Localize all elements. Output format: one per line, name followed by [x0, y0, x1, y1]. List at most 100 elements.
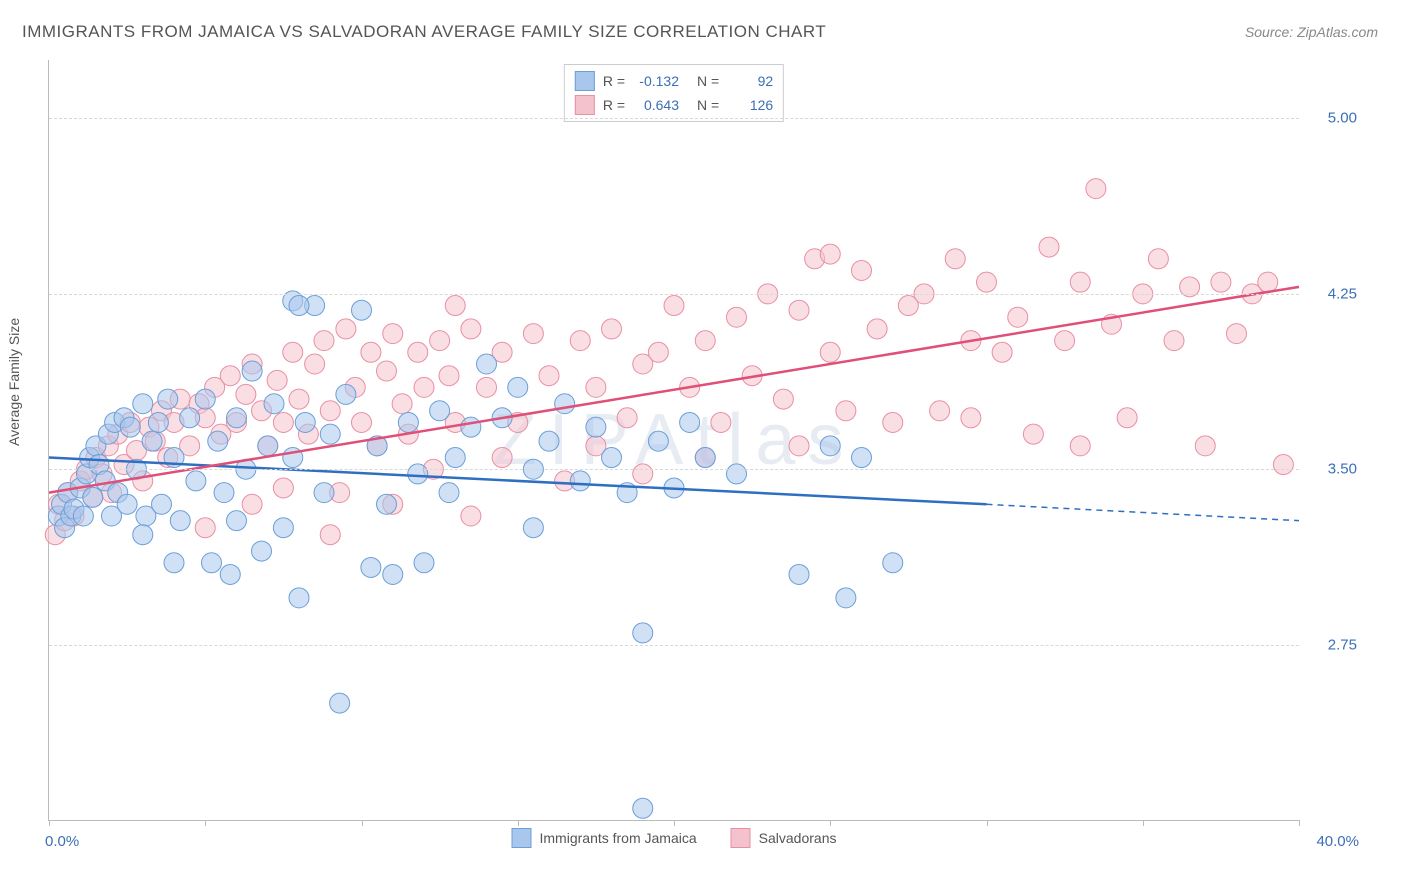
scatter-point	[602, 448, 622, 468]
grid-line	[49, 118, 1299, 119]
grid-line	[49, 294, 1299, 295]
series-legend: Immigrants from Jamaica Salvadorans	[512, 828, 837, 848]
scatter-point	[352, 300, 372, 320]
scatter-point	[242, 361, 262, 381]
scatter-point	[320, 424, 340, 444]
scatter-point	[930, 401, 950, 421]
scatter-point	[820, 436, 840, 456]
scatter-point	[361, 557, 381, 577]
scatter-point	[992, 342, 1012, 362]
scatter-point	[445, 296, 465, 316]
scatter-point	[383, 324, 403, 344]
scatter-point	[633, 464, 653, 484]
scatter-point	[314, 483, 334, 503]
scatter-point	[289, 588, 309, 608]
scatter-point	[314, 331, 334, 351]
legend-label-salvadoran: Salvadorans	[759, 830, 837, 846]
scatter-point	[242, 494, 262, 514]
scatter-point	[1258, 272, 1278, 292]
scatter-point	[120, 417, 140, 437]
scatter-point	[195, 518, 215, 538]
scatter-point	[867, 319, 887, 339]
scatter-point	[836, 401, 856, 421]
x-tick	[674, 820, 675, 826]
x-tick	[1299, 820, 1300, 826]
scatter-point	[214, 483, 234, 503]
y-tick-label: 2.75	[1328, 636, 1357, 653]
grid-line	[49, 645, 1299, 646]
scatter-point	[695, 448, 715, 468]
x-axis-max-label: 40.0%	[1316, 833, 1359, 850]
scatter-point	[220, 366, 240, 386]
scatter-point	[539, 366, 559, 386]
scatter-point	[1070, 272, 1090, 292]
scatter-point	[142, 431, 162, 451]
scatter-point	[439, 483, 459, 503]
scatter-point	[836, 588, 856, 608]
scatter-point	[570, 471, 590, 491]
x-tick	[362, 820, 363, 826]
scatter-point	[170, 511, 190, 531]
scatter-point	[158, 389, 178, 409]
scatter-point	[252, 541, 272, 561]
scatter-point	[492, 448, 512, 468]
y-axis-title: Average Family Size	[6, 318, 22, 446]
scatter-point	[361, 342, 381, 362]
scatter-point	[320, 525, 340, 545]
scatter-point	[83, 487, 103, 507]
scatter-point	[186, 471, 206, 491]
scatter-point	[523, 518, 543, 538]
scatter-point	[377, 494, 397, 514]
x-tick	[49, 820, 50, 826]
legend-item-salvadoran: Salvadorans	[731, 828, 837, 848]
legend-label-jamaica: Immigrants from Jamaica	[540, 830, 697, 846]
scatter-point	[152, 494, 172, 514]
scatter-point	[461, 506, 481, 526]
scatter-point	[1227, 324, 1247, 344]
trend-line-jamaica-dashed	[987, 504, 1300, 520]
scatter-point	[273, 478, 293, 498]
scatter-point	[283, 342, 303, 362]
scatter-point	[820, 342, 840, 362]
scatter-point	[1195, 436, 1215, 456]
scatter-point	[945, 249, 965, 269]
scatter-point	[477, 354, 497, 374]
scatter-point	[445, 448, 465, 468]
scatter-point	[414, 377, 434, 397]
legend-item-jamaica: Immigrants from Jamaica	[512, 828, 697, 848]
scatter-point	[789, 300, 809, 320]
x-axis-min-label: 0.0%	[45, 833, 79, 850]
scatter-point	[398, 412, 418, 432]
scatter-point	[773, 389, 793, 409]
scatter-point	[695, 331, 715, 351]
scatter-point	[227, 511, 247, 531]
scatter-point	[883, 553, 903, 573]
scatter-point	[330, 693, 350, 713]
scatter-point	[727, 307, 747, 327]
scatter-point	[1070, 436, 1090, 456]
x-tick	[205, 820, 206, 826]
chart-title: IMMIGRANTS FROM JAMAICA VS SALVADORAN AV…	[22, 22, 826, 42]
scatter-point	[264, 394, 284, 414]
scatter-point	[1211, 272, 1231, 292]
scatter-point	[633, 623, 653, 643]
scatter-point	[392, 394, 412, 414]
scatter-point	[430, 401, 450, 421]
scatter-point	[414, 553, 434, 573]
scatter-point	[680, 412, 700, 432]
scatter-point	[711, 412, 731, 432]
scatter-point	[336, 384, 356, 404]
scatter-point	[377, 361, 397, 381]
scatter-point	[133, 525, 153, 545]
scatter-point	[180, 408, 200, 428]
scatter-point	[664, 296, 684, 316]
scatter-point	[164, 553, 184, 573]
scatter-point	[320, 401, 340, 421]
scatter-point	[289, 389, 309, 409]
scatter-point	[208, 431, 228, 451]
scatter-point	[1117, 408, 1137, 428]
scatter-point	[195, 389, 215, 409]
scatter-point	[258, 436, 278, 456]
scatter-point	[1273, 455, 1293, 475]
scatter-point	[227, 408, 247, 428]
